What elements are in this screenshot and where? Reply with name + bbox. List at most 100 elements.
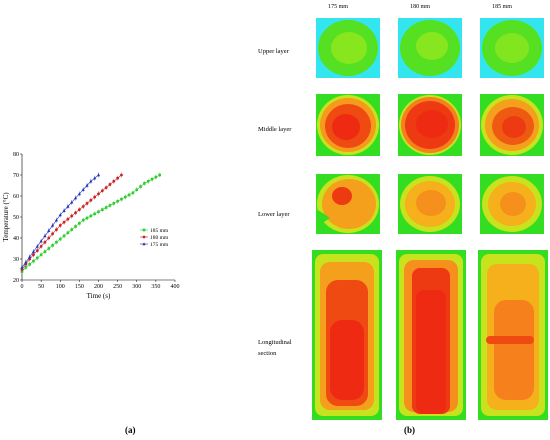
data-point bbox=[120, 173, 123, 177]
x-tick-label: 50 bbox=[38, 284, 44, 290]
data-point bbox=[28, 262, 31, 266]
y-tick-label: 30 bbox=[13, 257, 19, 263]
data-point bbox=[70, 214, 74, 218]
data-point bbox=[62, 220, 66, 224]
legend-marker bbox=[142, 228, 146, 232]
x-axis-label: Time (s) bbox=[87, 292, 111, 300]
data-point bbox=[89, 214, 93, 218]
data-point bbox=[66, 231, 70, 235]
data-point bbox=[97, 210, 100, 214]
data-point bbox=[85, 201, 89, 205]
data-point bbox=[62, 234, 66, 238]
upper-layer-map-185 bbox=[480, 18, 544, 78]
x-tick-label: 0 bbox=[21, 284, 24, 290]
data-point bbox=[108, 204, 112, 207]
data-point bbox=[120, 197, 123, 201]
data-point bbox=[70, 200, 74, 204]
data-point bbox=[47, 228, 51, 232]
x-tick-label: 150 bbox=[75, 284, 84, 290]
data-point bbox=[135, 188, 139, 191]
legend-label: 180 mm bbox=[150, 235, 169, 241]
data-point bbox=[78, 222, 81, 225]
y-tick-label: 60 bbox=[13, 194, 19, 200]
x-tick-label: 400 bbox=[171, 284, 180, 290]
data-point bbox=[28, 255, 32, 259]
longitudinal-section-map-180 bbox=[396, 250, 466, 420]
middle-layer-map-175 bbox=[316, 94, 380, 156]
data-point bbox=[66, 217, 70, 221]
data-point bbox=[81, 218, 85, 222]
data-point bbox=[104, 186, 108, 189]
y-axis-label: Temperature (°C) bbox=[2, 192, 10, 242]
data-point bbox=[89, 198, 93, 202]
data-point bbox=[93, 195, 97, 199]
data-point bbox=[131, 191, 135, 195]
data-point bbox=[108, 183, 112, 186]
data-point bbox=[139, 185, 142, 188]
y-tick-label: 70 bbox=[13, 173, 19, 179]
data-point bbox=[70, 228, 74, 231]
data-point bbox=[93, 176, 97, 180]
data-point bbox=[39, 253, 43, 257]
row-label-middle: Middle layer bbox=[258, 126, 292, 133]
data-point bbox=[112, 179, 116, 183]
data-point bbox=[154, 175, 158, 179]
x-tick-label: 300 bbox=[132, 284, 141, 290]
data-point bbox=[96, 173, 101, 177]
column-header-180: 180 mm bbox=[410, 4, 430, 10]
data-point bbox=[127, 193, 131, 197]
data-point bbox=[24, 260, 28, 264]
data-point bbox=[85, 216, 89, 220]
legend-label: 185 mm bbox=[150, 228, 169, 234]
lower-layer-map-185 bbox=[480, 174, 544, 234]
x-tick-label: 350 bbox=[151, 284, 160, 290]
middle-layer-map-185 bbox=[480, 94, 544, 156]
x-tick-label: 250 bbox=[113, 284, 122, 290]
series-line-180-mm bbox=[21, 174, 122, 270]
panel-a-label: (a) bbox=[125, 425, 136, 435]
row-label-lower: Lower layer bbox=[258, 211, 290, 218]
data-point bbox=[24, 266, 28, 269]
data-point bbox=[97, 192, 100, 196]
data-point bbox=[55, 240, 58, 244]
data-point bbox=[58, 237, 62, 241]
row-label-upper: Upper layer bbox=[258, 48, 289, 55]
data-point bbox=[51, 232, 54, 236]
data-point bbox=[143, 182, 146, 185]
data-point bbox=[66, 204, 70, 208]
row-label-section: section bbox=[258, 350, 277, 357]
data-point bbox=[123, 195, 127, 199]
data-point bbox=[93, 212, 96, 216]
data-point bbox=[35, 249, 39, 252]
data-point bbox=[39, 239, 43, 243]
data-point bbox=[81, 205, 85, 208]
data-point bbox=[150, 177, 154, 181]
y-tick-label: 50 bbox=[13, 215, 19, 221]
y-tick-label: 40 bbox=[13, 236, 19, 242]
data-point bbox=[81, 188, 85, 191]
longitudinal-section-map-185 bbox=[478, 250, 548, 420]
y-tick-label: 20 bbox=[13, 278, 19, 284]
data-point bbox=[116, 176, 120, 180]
legend-label: 175 mm bbox=[150, 242, 169, 248]
column-header-185: 185 mm bbox=[492, 4, 512, 10]
temperature-time-chart: 0 50 100 150 200 250 300 350 400 20 30 40 50 60 70 80 Ti… bbox=[2, 152, 180, 300]
data-point bbox=[51, 223, 55, 227]
legend-marker bbox=[142, 235, 146, 239]
data-point bbox=[54, 218, 59, 222]
upper-layer-map-180 bbox=[398, 18, 462, 78]
legend-marker bbox=[142, 242, 146, 246]
y-tick-label: 80 bbox=[13, 152, 19, 158]
data-point bbox=[39, 245, 43, 248]
data-point bbox=[43, 250, 47, 253]
middle-layer-map-180 bbox=[398, 94, 462, 156]
data-point bbox=[77, 192, 81, 196]
upper-layer-map-175 bbox=[316, 18, 380, 78]
column-header-175: 175 mm bbox=[328, 4, 348, 10]
data-point bbox=[32, 253, 35, 257]
data-point bbox=[116, 199, 119, 203]
data-point bbox=[100, 189, 104, 193]
data-point bbox=[85, 183, 89, 187]
data-point bbox=[74, 225, 77, 228]
data-point bbox=[112, 202, 116, 205]
